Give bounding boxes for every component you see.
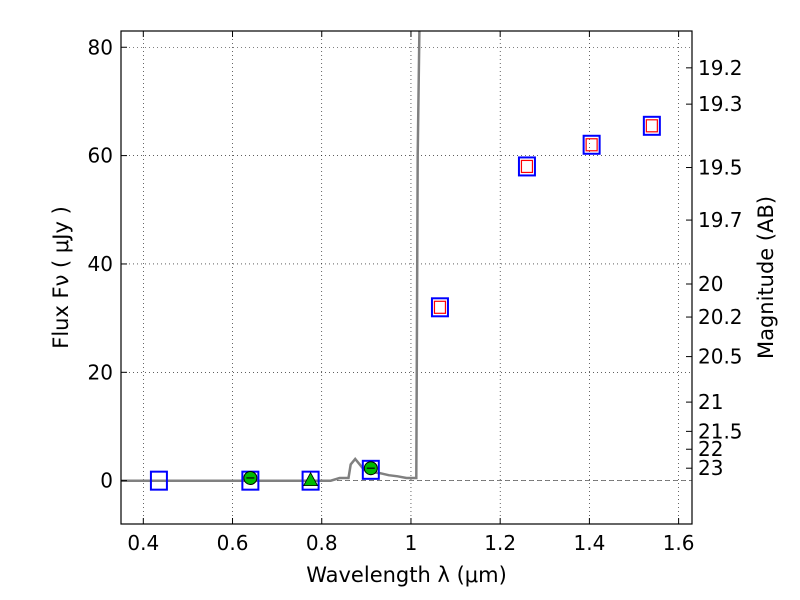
blue-square-point <box>517 156 536 177</box>
y-tick-label: 80 <box>88 35 113 59</box>
y2-tick-label: 19.2 <box>698 56 743 80</box>
y2-tick-label: 22 <box>698 437 723 461</box>
y2-tick-label: 20.5 <box>698 345 743 369</box>
red-square-point <box>433 300 447 314</box>
y2-tick-label: 20 <box>698 272 723 296</box>
x-tick-label: 1.4 <box>573 531 605 555</box>
y2-axis-label: Magnitude (AB) <box>754 196 778 359</box>
y2-tick-label: 20.2 <box>698 305 743 329</box>
x-tick-label: 0.4 <box>127 531 159 555</box>
tick-layer: 0.4 0.6 0.8 1 1.2 1.4 1.6 0 20 40 60 80 19.2 19.3 19.5… <box>88 31 743 555</box>
x-axis-label: Wavelength λ (μm) <box>306 563 507 587</box>
x-tick-label: 1.6 <box>663 531 695 555</box>
y-tick-label: 0 <box>100 469 113 493</box>
x-tick-label: 1.2 <box>484 531 516 555</box>
x-tick-label: 1 <box>405 531 418 555</box>
y2-tick-label: 21.5 <box>698 419 743 443</box>
red-square-point <box>585 138 598 152</box>
y2-tick-label: 19.5 <box>698 156 743 180</box>
x-tick-label: 0.8 <box>306 531 338 555</box>
red-square-point <box>520 159 534 174</box>
y-tick-label: 60 <box>88 144 113 168</box>
plot-area <box>121 31 692 524</box>
y-tick-label: 40 <box>88 252 113 276</box>
green-triangle-point <box>302 471 319 487</box>
blue-square-point <box>430 297 449 318</box>
blue-square-point <box>149 470 168 491</box>
y2-tick-label: 23 <box>698 456 723 480</box>
blue-square-point <box>301 470 320 491</box>
blue-square-point <box>642 115 661 136</box>
red-square-point <box>645 119 658 133</box>
x-tick-label: 0.6 <box>217 531 249 555</box>
y-tick-label: 20 <box>88 360 113 384</box>
blue-square-point <box>361 459 380 480</box>
blue-square-point <box>582 134 601 155</box>
y2-tick-label: 21 <box>698 390 723 414</box>
y2-tick-label: 19.3 <box>698 92 743 116</box>
y2-tick-label: 19.7 <box>698 208 743 232</box>
data-layer <box>121 31 661 491</box>
y-axis-label: Flux Fν ( μJy ) <box>49 206 73 349</box>
plot-frame <box>120 30 693 525</box>
